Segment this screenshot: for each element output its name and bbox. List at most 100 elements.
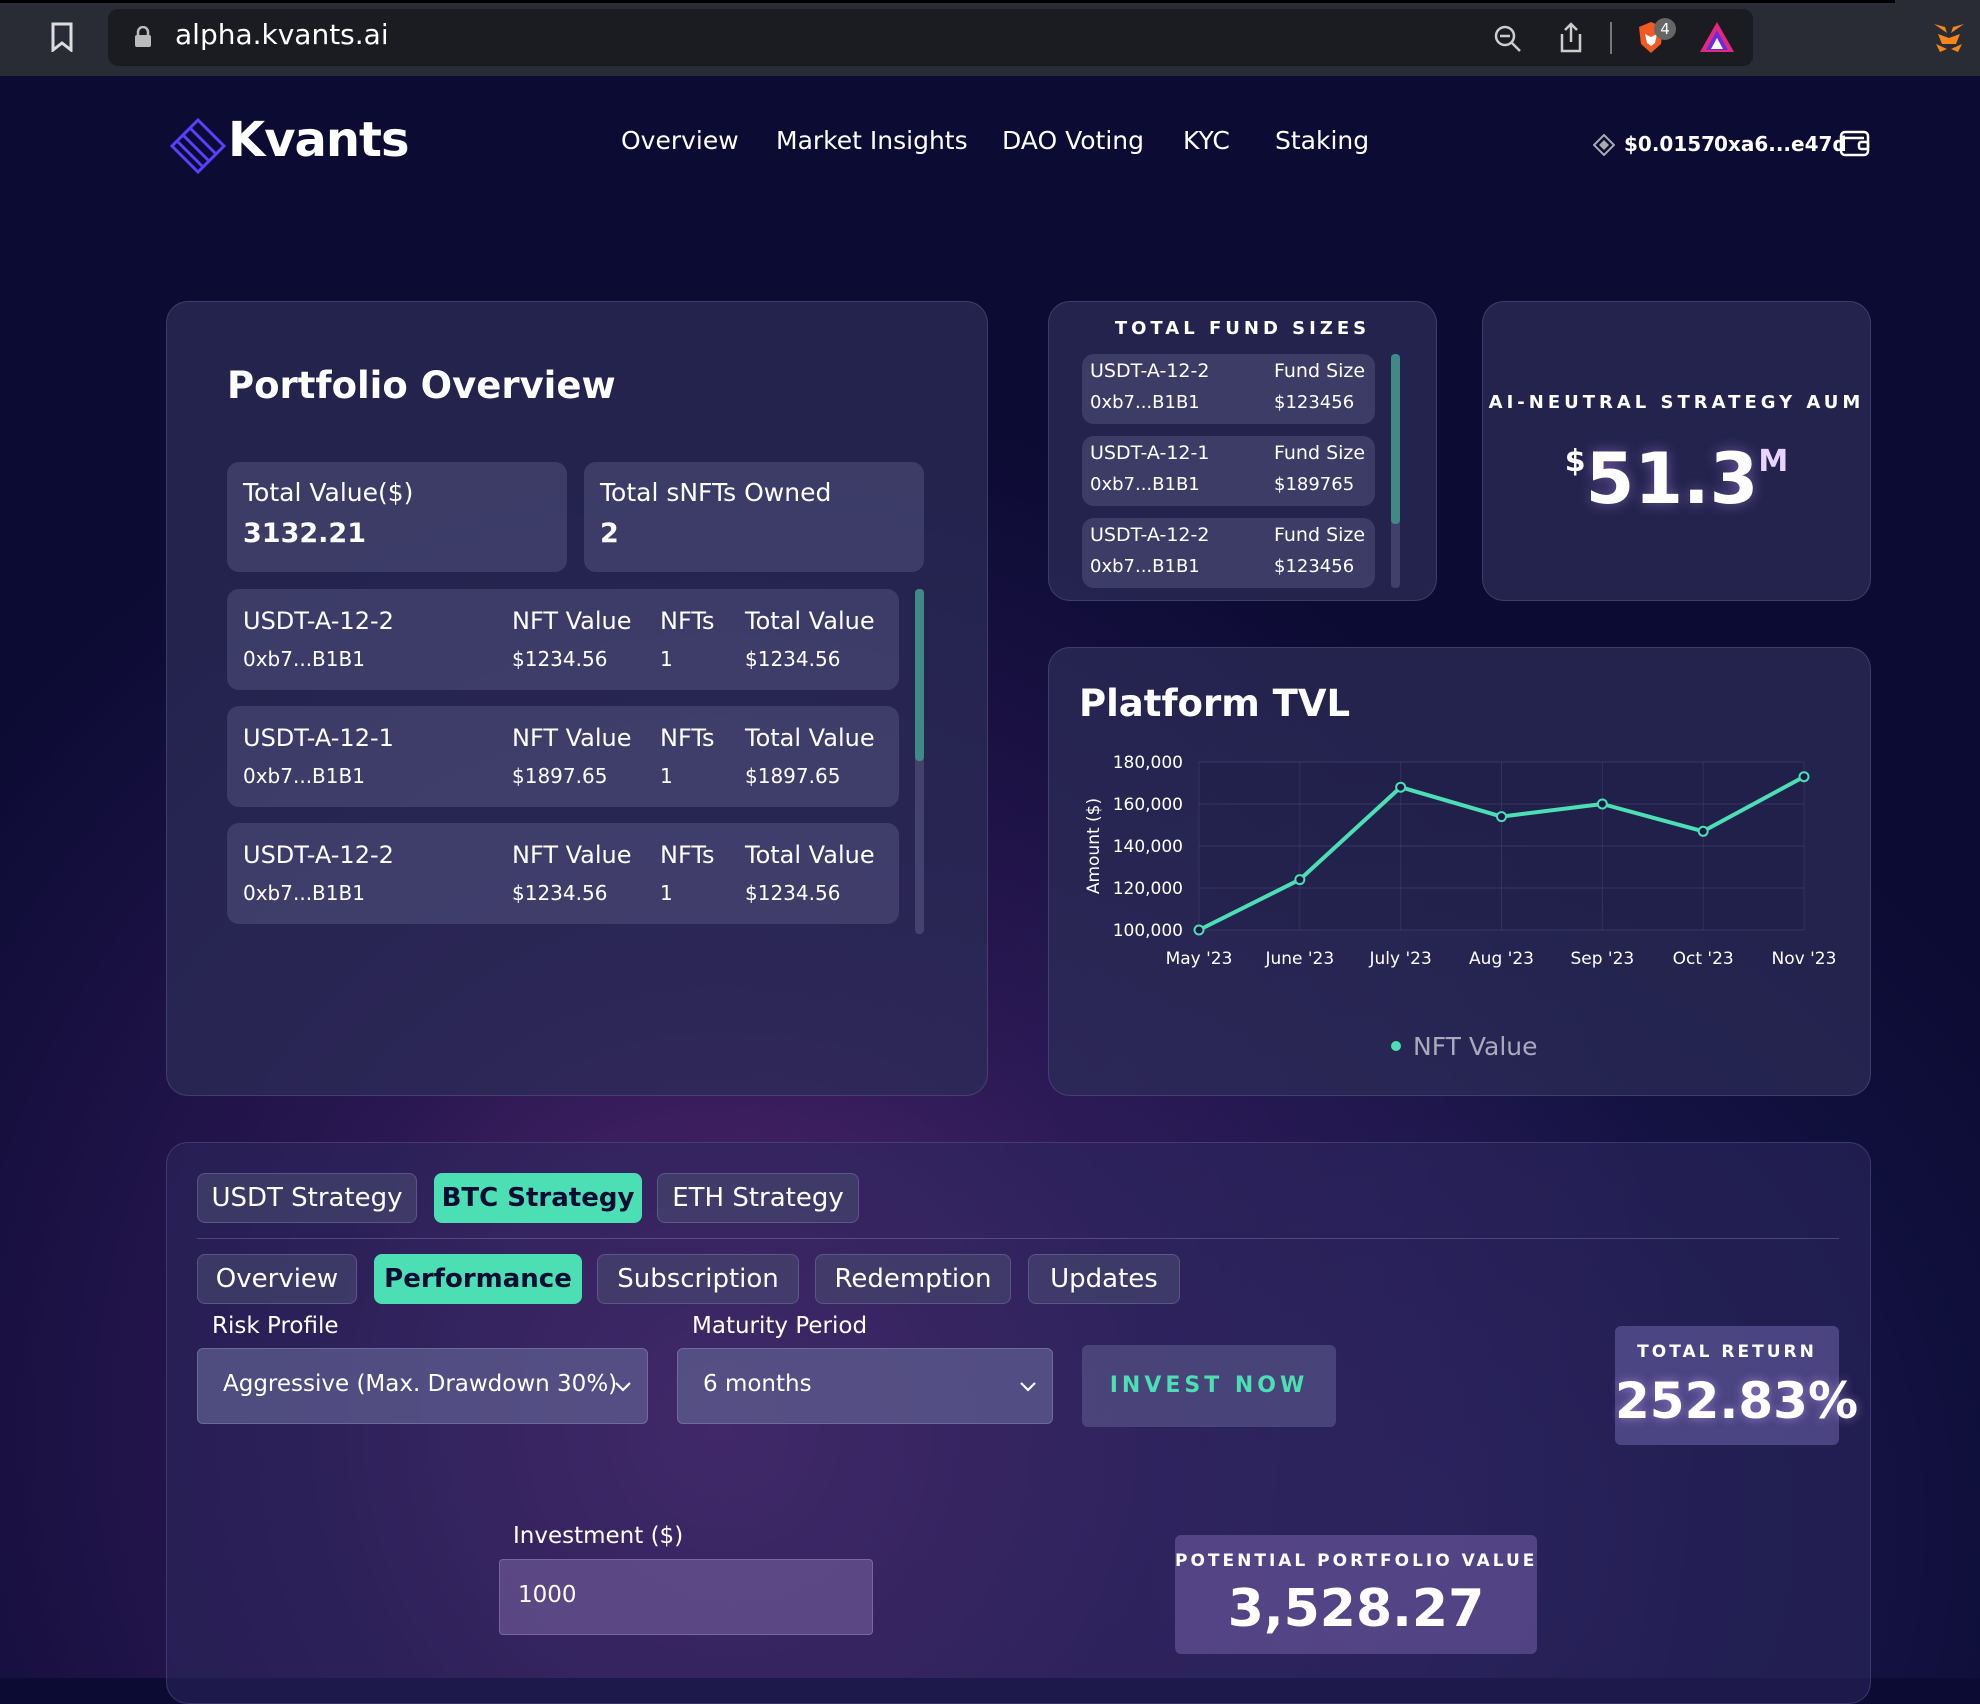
- fund-size-value: $189765: [1274, 474, 1355, 495]
- col-total-value: Total Value: [745, 724, 875, 752]
- tab-eth-strategy[interactable]: ETH Strategy: [657, 1173, 859, 1223]
- col-nfts: NFTs: [660, 841, 715, 869]
- fund-sizes-title: TOTAL FUND SIZES: [1114, 318, 1371, 339]
- investment-label: Investment ($): [513, 1523, 684, 1549]
- row-nfts: 1: [660, 647, 673, 671]
- data-point: [1193, 924, 1205, 936]
- x-tick-label: May '23: [1166, 949, 1233, 969]
- chevron-down-icon: [1020, 1382, 1036, 1392]
- data-point: [1294, 874, 1306, 886]
- wallet-icon[interactable]: [1839, 128, 1871, 162]
- row-nfts: 1: [660, 764, 673, 788]
- maturity-period-select[interactable]: 6 months: [677, 1348, 1053, 1424]
- tab-btc-strategy[interactable]: BTC Strategy: [434, 1173, 642, 1223]
- strategy-panel: USDT Strategy BTC Strategy ETH Strategy …: [166, 1142, 1871, 1704]
- row-total-value: $1234.56: [745, 647, 841, 671]
- fund-row[interactable]: USDT-A-12-2 0xb7...B1B1 Fund Size $12345…: [1082, 518, 1375, 588]
- url-text[interactable]: alpha.kvants.ai: [175, 18, 389, 51]
- total-value: 3132.21: [243, 518, 366, 549]
- invest-now-button[interactable]: INVEST NOW: [1082, 1345, 1336, 1427]
- subtab-redemption[interactable]: Redemption: [815, 1254, 1011, 1304]
- y-tick-label: 160,000: [1113, 795, 1183, 815]
- col-nft-value: NFT Value: [512, 841, 632, 869]
- subtab-overview[interactable]: Overview: [197, 1254, 357, 1304]
- portfolio-title: Portfolio Overview: [227, 364, 616, 407]
- metamask-icon[interactable]: [1932, 22, 1966, 58]
- fund-sizes-scrollbar[interactable]: [1391, 354, 1400, 588]
- row-nfts: 1: [660, 881, 673, 905]
- brave-rewards-icon[interactable]: [1698, 20, 1736, 58]
- zoom-out-icon[interactable]: [1493, 24, 1523, 58]
- maturity-period-label: Maturity Period: [692, 1313, 868, 1339]
- portfolio-row[interactable]: USDT-A-12-2 0xb7...B1B1 NFT Value $1234.…: [227, 823, 899, 924]
- investment-input-value: 1000: [518, 1582, 577, 1608]
- chevron-down-icon: [615, 1382, 631, 1392]
- toolbar-divider: [1610, 22, 1612, 54]
- tvl-line-chart: 100,000 120,000 140,000 160,000 180,000 May '…: [1084, 753, 1837, 978]
- address-bar[interactable]: [108, 9, 1753, 66]
- fund-row-address: 0xb7...B1B1: [1090, 556, 1200, 577]
- fund-size-label: Fund Size: [1274, 524, 1366, 546]
- row-fund-name: USDT-A-12-1: [243, 724, 394, 752]
- row-address: 0xb7...B1B1: [243, 881, 365, 905]
- portfolio-scrollbar[interactable]: [915, 589, 924, 934]
- potential-value: 3,528.27: [1227, 1579, 1485, 1639]
- platform-tvl-card: Platform TVL 100,000 120,000 140,000 160,00…: [1048, 647, 1871, 1096]
- fund-sizes-scroll-thumb[interactable]: [1391, 354, 1400, 524]
- col-nft-value: NFT Value: [512, 607, 632, 635]
- browser-toolbar: alpha.kvants.ai 4: [0, 0, 1980, 76]
- y-tick-label: 180,000: [1113, 753, 1183, 773]
- portfolio-row[interactable]: USDT-A-12-1 0xb7...B1B1 NFT Value $1897.…: [227, 706, 899, 807]
- data-point: [1395, 781, 1407, 793]
- fund-size-label: Fund Size: [1274, 442, 1366, 464]
- aum-value: 51.3: [1585, 438, 1759, 520]
- total-return-box: TOTAL RETURN 252.83%: [1615, 1326, 1858, 1445]
- x-tick-label: Oct '23: [1673, 949, 1734, 969]
- fund-size-value: $123456: [1274, 392, 1355, 413]
- risk-profile-label: Risk Profile: [212, 1313, 339, 1339]
- nav-staking[interactable]: Staking: [1275, 126, 1370, 155]
- data-point: [1496, 811, 1507, 823]
- x-tick-label: Nov '23: [1772, 949, 1837, 969]
- nav-dao-voting[interactable]: DAO Voting: [1002, 126, 1145, 155]
- col-nfts: NFTs: [660, 724, 715, 752]
- col-nfts: NFTs: [660, 607, 715, 635]
- y-tick-label: 140,000: [1113, 837, 1183, 857]
- y-tick-label: 120,000: [1113, 879, 1183, 899]
- row-total-value: $1234.56: [745, 881, 841, 905]
- x-tick-label: June '23: [1264, 949, 1334, 969]
- legend-swatch: [1391, 1041, 1401, 1051]
- share-icon[interactable]: [1558, 22, 1584, 58]
- fund-size-value: $123456: [1274, 556, 1355, 577]
- risk-profile-select[interactable]: Aggressive (Max. Drawdown 30%): [197, 1348, 648, 1424]
- subtab-subscription[interactable]: Subscription: [597, 1254, 799, 1304]
- total-return-label: TOTAL RETURN: [1637, 1342, 1817, 1362]
- nav-kyc[interactable]: KYC: [1183, 126, 1230, 155]
- fund-row-address: 0xb7...B1B1: [1090, 474, 1200, 495]
- snfts-value: 2: [600, 518, 619, 549]
- lock-icon: [134, 25, 152, 52]
- tabs-divider: [197, 1238, 1839, 1239]
- risk-profile-value: Aggressive (Max. Drawdown 30%): [223, 1371, 618, 1397]
- logo-text: Kvants: [228, 112, 410, 168]
- fund-row-address: 0xb7...B1B1: [1090, 392, 1200, 413]
- fund-row[interactable]: USDT-A-12-1 0xb7...B1B1 Fund Size $18976…: [1082, 436, 1375, 506]
- portfolio-row[interactable]: USDT-A-12-2 0xb7...B1B1 NFT Value $1234.…: [227, 589, 899, 690]
- portfolio-scroll-thumb[interactable]: [915, 589, 924, 761]
- tab-usdt-strategy[interactable]: USDT Strategy: [197, 1173, 417, 1223]
- wallet-address[interactable]: 0xa6...e47d: [1714, 132, 1847, 156]
- fund-row[interactable]: USDT-A-12-2 0xb7...B1B1 Fund Size $12345…: [1082, 354, 1375, 424]
- maturity-period-value: 6 months: [703, 1371, 812, 1397]
- investment-input[interactable]: 1000: [499, 1559, 873, 1635]
- nav-overview[interactable]: Overview: [621, 126, 739, 155]
- bookmark-icon[interactable]: [50, 22, 74, 59]
- row-nft-value: $1234.56: [512, 647, 608, 671]
- y-tick-label: 100,000: [1113, 921, 1183, 941]
- aum-suffix: M: [1758, 444, 1789, 479]
- subtab-updates[interactable]: Updates: [1028, 1254, 1180, 1304]
- nav-market-insights[interactable]: Market Insights: [776, 126, 968, 155]
- x-axis-title: Time (Weeks): [1439, 977, 1563, 978]
- subtab-performance[interactable]: Performance: [374, 1254, 582, 1304]
- legend-label[interactable]: NFT Value: [1413, 1032, 1538, 1061]
- aum-card: AI-NEUTRAL STRATEGY AUM $51.3M: [1482, 301, 1871, 601]
